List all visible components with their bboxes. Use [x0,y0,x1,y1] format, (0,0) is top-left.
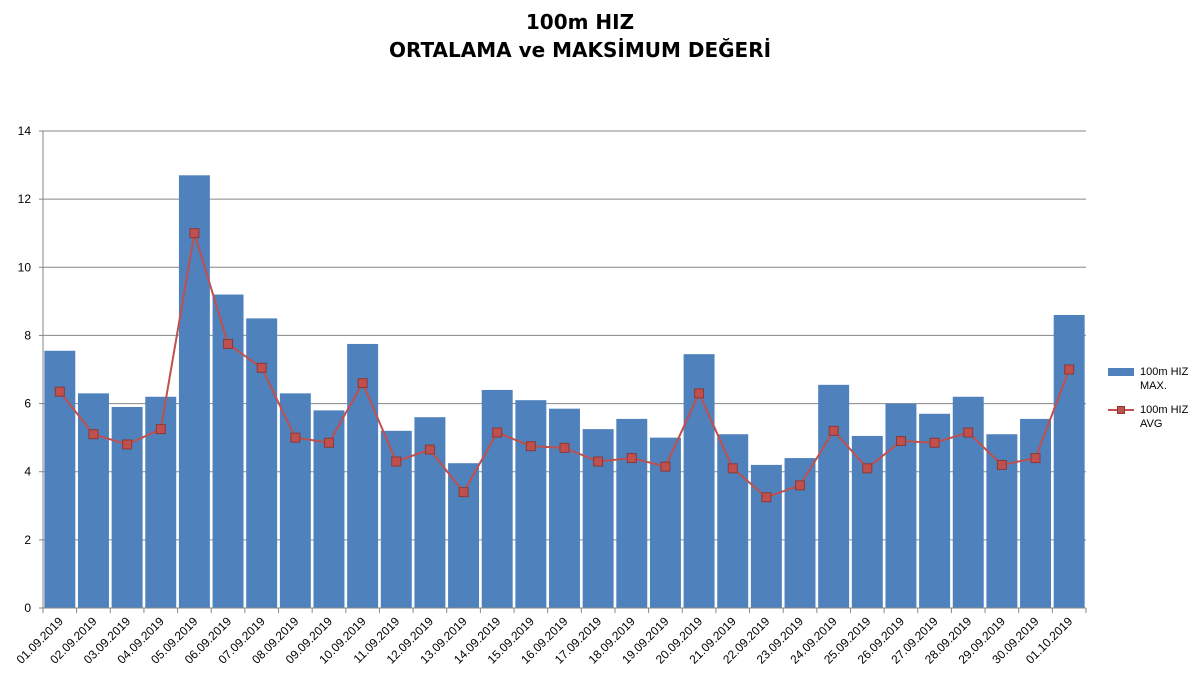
chart-title-line2: ORTALAMA ve MAKSİMUM DEĞERİ [388,38,772,62]
bar-max [818,384,850,608]
bar-max [111,406,143,608]
avg-marker [626,453,637,464]
avg-marker [795,480,806,491]
legend-swatch-marker [1117,406,1125,414]
avg-marker [189,228,200,239]
y-tick-label: 6 [24,397,31,411]
bar-max [549,408,580,608]
avg-marker [525,441,536,452]
legend-label-avg: 100m HIZ AVG [1140,404,1189,430]
bar-max [1020,418,1052,608]
avg-marker [492,427,503,438]
y-tick-label: 8 [24,328,31,342]
bar-max [616,418,648,608]
avg-marker [323,437,334,448]
bar-max [481,389,513,608]
avg-marker [290,432,301,443]
avg-marker [223,338,234,349]
avg-marker [458,487,469,498]
avg-marker [963,427,974,438]
bar-max [279,393,311,608]
avg-marker [593,456,604,467]
bar-max [246,318,278,608]
y-tick-label: 0 [24,601,31,615]
bar-max [515,400,547,608]
avg-marker [996,459,1007,470]
bar-max [717,434,749,608]
y-tick-label: 2 [24,533,31,547]
bar-max [582,429,614,608]
avg-marker [1030,453,1041,464]
legend-swatch-bar [1108,368,1134,376]
legend-item-avg: 100m HIZ AVG [1108,402,1200,440]
x-axis-tick-labels: 01.09.201902.09.201903.09.201904.09.2019… [14,614,1076,667]
avg-marker [828,425,839,436]
y-tick-label: 4 [24,465,31,479]
avg-marker [1064,364,1075,375]
bar-max [750,464,782,608]
avg-marker [155,424,166,435]
bar-max [77,393,109,608]
axes [39,130,1087,613]
legend-item-max: 100m HIZ MAX. [1108,364,1200,402]
avg-marker [727,463,738,474]
line-series-avg [54,228,1075,503]
bar-max [448,463,480,608]
avg-marker [88,429,99,440]
bar-max [885,403,917,608]
avg-marker [256,362,267,373]
avg-marker [391,456,402,467]
chart-title: 100m HIZ ORTALAMA ve MAKSİMUM DEĞERİ [0,8,1160,64]
y-tick-label: 12 [18,192,32,206]
avg-marker [761,492,772,503]
bar-max [851,435,883,608]
avg-marker [559,442,570,453]
bar-max [178,175,210,609]
y-axis-tick-labels: 0 2 4 6 8 10 12 14 [18,124,32,615]
avg-marker [122,439,133,450]
avg-marker [929,437,940,448]
avg-marker [54,386,65,397]
avg-marker [424,444,435,455]
chart-title-line1: 100m HIZ [525,10,635,34]
avg-marker [895,436,906,447]
y-tick-label: 10 [18,260,32,274]
chart-legend: 100m HIZ MAX. 100m HIZ AVG [1108,364,1200,440]
avg-marker [694,388,705,399]
legend-label-max: 100m HIZ MAX. [1140,366,1189,392]
avg-marker [357,378,368,389]
avg-marker [862,463,873,474]
bar-max [1053,314,1085,608]
y-tick-label: 14 [18,124,32,138]
avg-marker [660,461,671,472]
bar-series-max [44,175,1085,609]
